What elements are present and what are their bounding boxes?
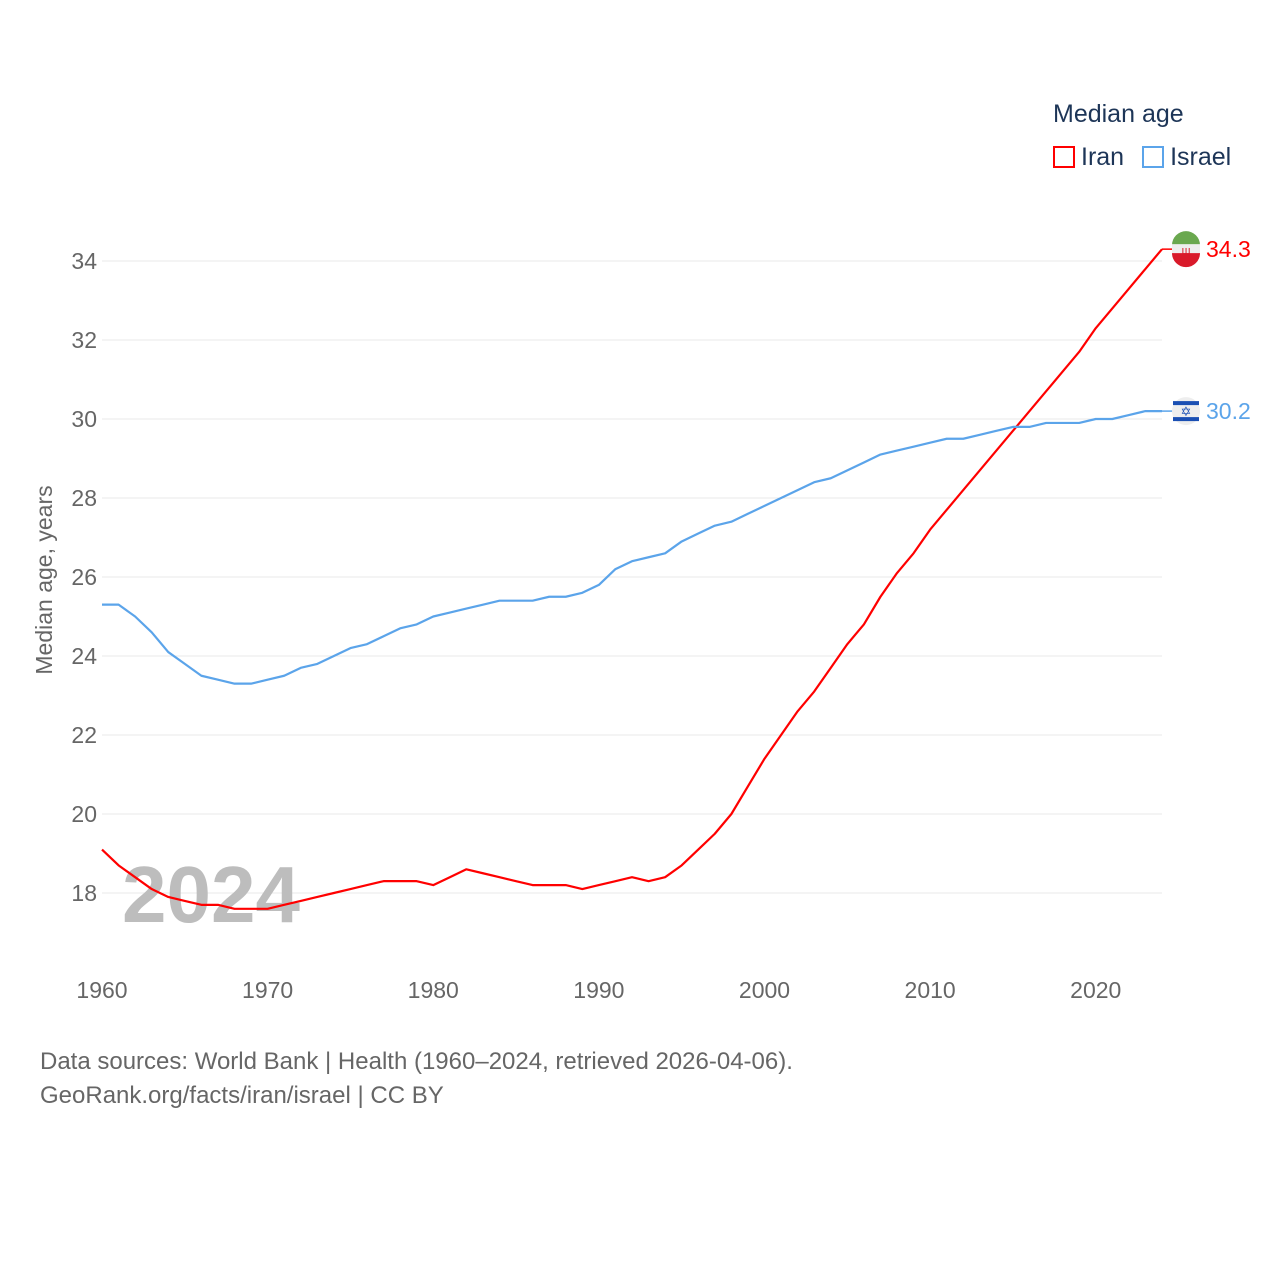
y-tick-label: 22 [71,722,97,748]
israel-flag-stripe [1173,401,1199,406]
legend: Iran Israel [1053,143,1231,172]
iran-emblem-icon: ш [1182,245,1191,257]
iran-flag-white [1172,244,1200,255]
end-value-label-iran: 34.3 [1206,236,1251,262]
legend-swatch-iran [1053,146,1075,168]
y-tick-label: 32 [71,327,97,353]
legend-item-iran[interactable]: Iran [1053,143,1124,172]
iran-flag-icon [1172,231,1200,246]
y-tick-label: 26 [71,564,97,590]
x-tick-label: 1980 [408,977,459,1003]
legend-swatch-israel [1142,146,1165,168]
star-of-david-icon: ✡ [1181,404,1192,419]
x-tick-label: 2000 [739,977,790,1003]
y-tick-label: 30 [71,406,97,432]
line-iran [101,248,1163,910]
y-axis-label: Median age, years [31,485,57,674]
legend-label-iran: Iran [1081,143,1125,171]
x-tick-label: 1990 [573,977,624,1003]
y-tick-label: 20 [71,801,97,827]
legend-title: Median age [1053,100,1184,128]
line-israel [102,410,1162,685]
x-tick-label: 1960 [76,977,127,1003]
x-tick-label: 2020 [1070,977,1121,1003]
source-text: Data sources: World Bank | Health (1960–… [40,1048,793,1075]
y-tick-label: 18 [71,880,97,906]
end-value-label-israel: 30.2 [1206,398,1251,424]
legend-item-israel[interactable]: Israel [1142,143,1231,172]
iran-flag-red [1172,253,1200,268]
x-tick-label: 2010 [905,977,956,1003]
y-tick-label: 28 [71,485,97,511]
x-tick-label: 1970 [242,977,293,1003]
footer: Data sources: World Bank | Health (1960–… [40,1045,793,1113]
israel-flag-stripe [1173,417,1199,422]
y-tick-label: 34 [71,248,97,274]
legend-label-israel: Israel [1170,143,1232,171]
y-tick-label: 24 [71,643,97,669]
credit-link[interactable]: GeoRank.org/facts/iran/israel | CC BY [40,1082,444,1109]
year-watermark: 2024 [122,850,300,939]
